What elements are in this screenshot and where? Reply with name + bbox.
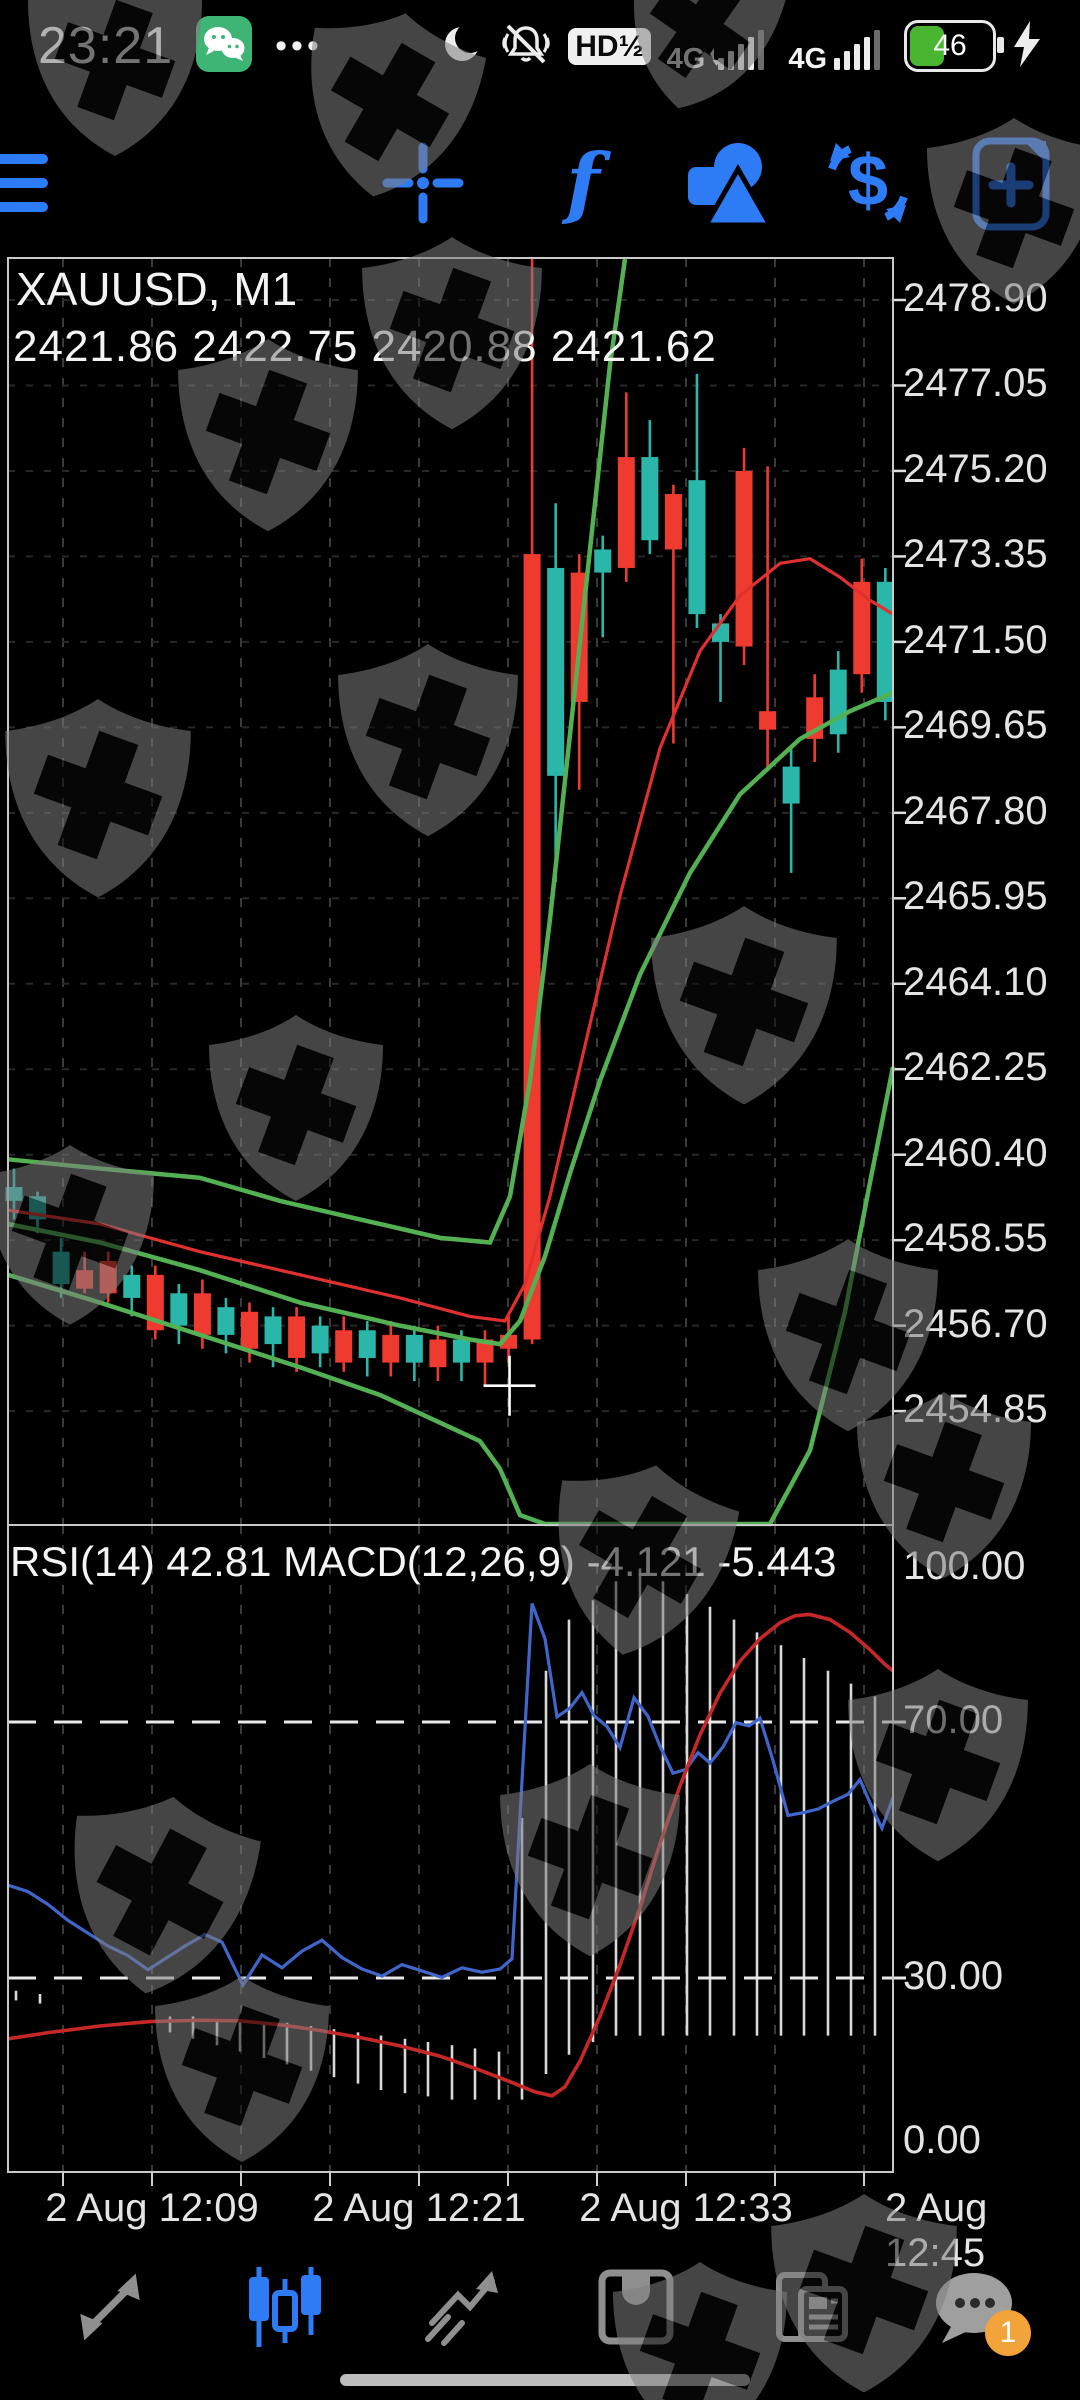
price-axis-label: 2464.10 bbox=[903, 959, 1048, 1004]
svg-text:$: $ bbox=[848, 141, 888, 221]
indicators-function-icon[interactable]: f bbox=[566, 137, 600, 228]
nav-trade[interactable] bbox=[405, 2252, 515, 2362]
price-axis-label: 2478.90 bbox=[903, 276, 1048, 320]
crosshair-icon[interactable] bbox=[378, 118, 468, 248]
nav-charts[interactable] bbox=[230, 2252, 340, 2362]
price-axis-label: 2458.55 bbox=[903, 1216, 1048, 1261]
indicator-values: RSI(14) 42.81 MACD(12,26,9) -4.121 -5.44… bbox=[10, 1538, 837, 1585]
mute-vibrate-icon bbox=[500, 20, 552, 73]
price-axis-label: 2467.80 bbox=[903, 788, 1048, 833]
price-axis-label: 2471.50 bbox=[903, 617, 1048, 662]
moon-icon bbox=[440, 22, 486, 71]
nav-quotes[interactable] bbox=[55, 2252, 165, 2362]
chart-toolbar: f $ bbox=[0, 118, 1080, 248]
new-chart-window-icon[interactable] bbox=[962, 118, 1062, 248]
chart-symbol-title: XAUUSD, M1 bbox=[16, 263, 298, 315]
indicator-level-label: 100.00 bbox=[903, 1544, 1026, 1588]
time-axis-label: 2 Aug 12:33 bbox=[579, 2186, 793, 2230]
bottom-navigation bbox=[0, 2252, 1080, 2372]
charging-bolt-icon bbox=[1012, 19, 1042, 74]
status-bar: 23:21 ••• HD½ 4G 4G 46 bbox=[0, 0, 1080, 92]
time-axis-label: 2 Aug 12:21 bbox=[312, 2186, 526, 2230]
price-axis-label: 2460.40 bbox=[903, 1130, 1048, 1175]
price-axis-label: 2465.95 bbox=[903, 874, 1048, 919]
currency-trade-icon[interactable]: $ bbox=[818, 118, 918, 248]
time-axis-label: 2 Aug 12:09 bbox=[45, 2186, 259, 2230]
chart-ohlc-values: 2421.86 2422.75 2420.88 2421.62 bbox=[13, 322, 717, 371]
price-axis-label: 2473.35 bbox=[903, 532, 1048, 577]
price-axis-label: 2477.05 bbox=[903, 361, 1048, 406]
price-axis-label: 2469.65 bbox=[903, 703, 1048, 748]
wechat-icon bbox=[195, 15, 253, 78]
nav-history[interactable] bbox=[581, 2252, 691, 2362]
nav-news[interactable] bbox=[758, 2252, 868, 2362]
clock: 23:21 bbox=[38, 17, 174, 75]
price-axis-label: 2462.25 bbox=[903, 1045, 1048, 1090]
indicator-level-label: 30.00 bbox=[903, 1954, 1004, 1998]
price-axis-label: 2456.70 bbox=[903, 1301, 1048, 1346]
price-axis-label: 2475.20 bbox=[903, 446, 1048, 491]
hd-voice-icon: HD½ bbox=[568, 27, 651, 65]
indicator-level-label: 70.00 bbox=[903, 1698, 1004, 1742]
price-axis-label: 2454.85 bbox=[903, 1387, 1048, 1432]
objects-icon[interactable] bbox=[680, 118, 780, 248]
home-indicator-bar[interactable] bbox=[340, 2374, 750, 2386]
battery-percent: 46 bbox=[933, 29, 967, 62]
signal-bars-icon: 4G bbox=[667, 20, 773, 73]
menu-icon[interactable] bbox=[0, 118, 68, 248]
more-notifications-icon: ••• bbox=[275, 26, 323, 65]
signal-bars-icon: 4G bbox=[788, 20, 888, 73]
battery-icon: 46 bbox=[904, 20, 1004, 72]
indicator-level-label: 0.00 bbox=[903, 2118, 981, 2162]
messages-badge: 1 bbox=[985, 2310, 1031, 2356]
